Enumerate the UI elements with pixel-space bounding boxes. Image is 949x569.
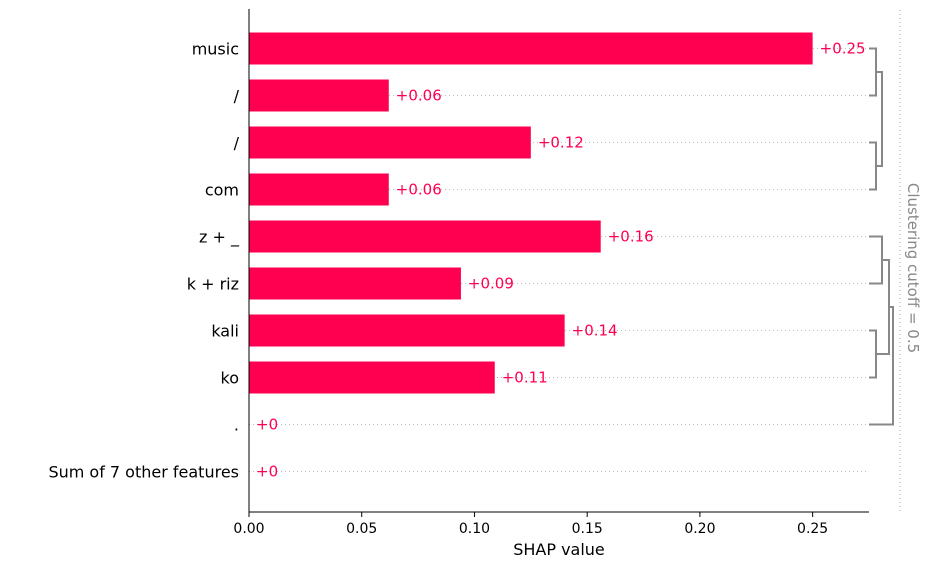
x-tick-label: 0.15	[572, 521, 603, 537]
bar	[249, 79, 389, 112]
dendrogram-link	[869, 47, 877, 97]
row-gridlines	[249, 48, 869, 472]
feature-labels: music / / com z + _k + riz kali ko. Sum of 7 ot…	[48, 40, 240, 482]
clustering-dendrogram	[869, 47, 894, 426]
x-tick-label: 0.05	[346, 521, 377, 537]
bar	[249, 267, 461, 300]
feature-label: z + _	[199, 228, 240, 248]
feature-label: Sum of 7 other features	[48, 463, 239, 482]
dendrogram-link	[869, 235, 883, 285]
feature-label: kali	[211, 322, 239, 341]
x-tick-label: 0.00	[233, 521, 264, 537]
value-label: +0.16	[608, 228, 654, 246]
value-label: +0.12	[538, 134, 584, 152]
value-label: +0.14	[572, 322, 618, 340]
value-label: +0.06	[396, 181, 442, 199]
dendrogram-link	[876, 71, 883, 167]
bar	[249, 220, 601, 253]
value-label: +0	[256, 463, 278, 481]
value-label: +0.25	[820, 40, 866, 58]
bar	[249, 361, 495, 394]
feature-label: .	[234, 416, 239, 435]
bar	[249, 126, 531, 159]
bar	[249, 314, 565, 347]
bar	[249, 173, 389, 206]
feature-label: music	[192, 40, 239, 59]
dendrogram-link	[869, 306, 894, 426]
x-tick-label: 0.10	[459, 521, 490, 537]
x-tick-label: 0.25	[797, 521, 828, 537]
value-label: +0	[256, 416, 278, 434]
feature-label: /	[234, 134, 240, 153]
bars	[249, 32, 813, 394]
cutoff-label: Clustering cutoff = 0.5	[904, 183, 922, 353]
dendrogram-link	[869, 329, 877, 379]
bar	[249, 32, 813, 65]
x-axis-title: SHAP value	[513, 540, 605, 559]
x-tick-label: 0.20	[684, 521, 715, 537]
feature-label: /	[234, 87, 240, 106]
value-label: +0.09	[468, 275, 514, 293]
value-label: +0.06	[396, 87, 442, 105]
feature-label: k + riz	[187, 275, 239, 294]
value-labels: +0.25 +0.06 +0.12 +0.06 +0.16 +0.09 +0.14 +0.11…	[256, 40, 866, 481]
dendrogram-link	[869, 141, 877, 191]
value-label: +0.11	[502, 369, 548, 387]
feature-label: com	[205, 181, 239, 200]
x-axis-ticks: 0.00 0.05 0.10 0.15 0.20 0.25	[233, 512, 828, 537]
feature-label: ko	[221, 369, 239, 388]
